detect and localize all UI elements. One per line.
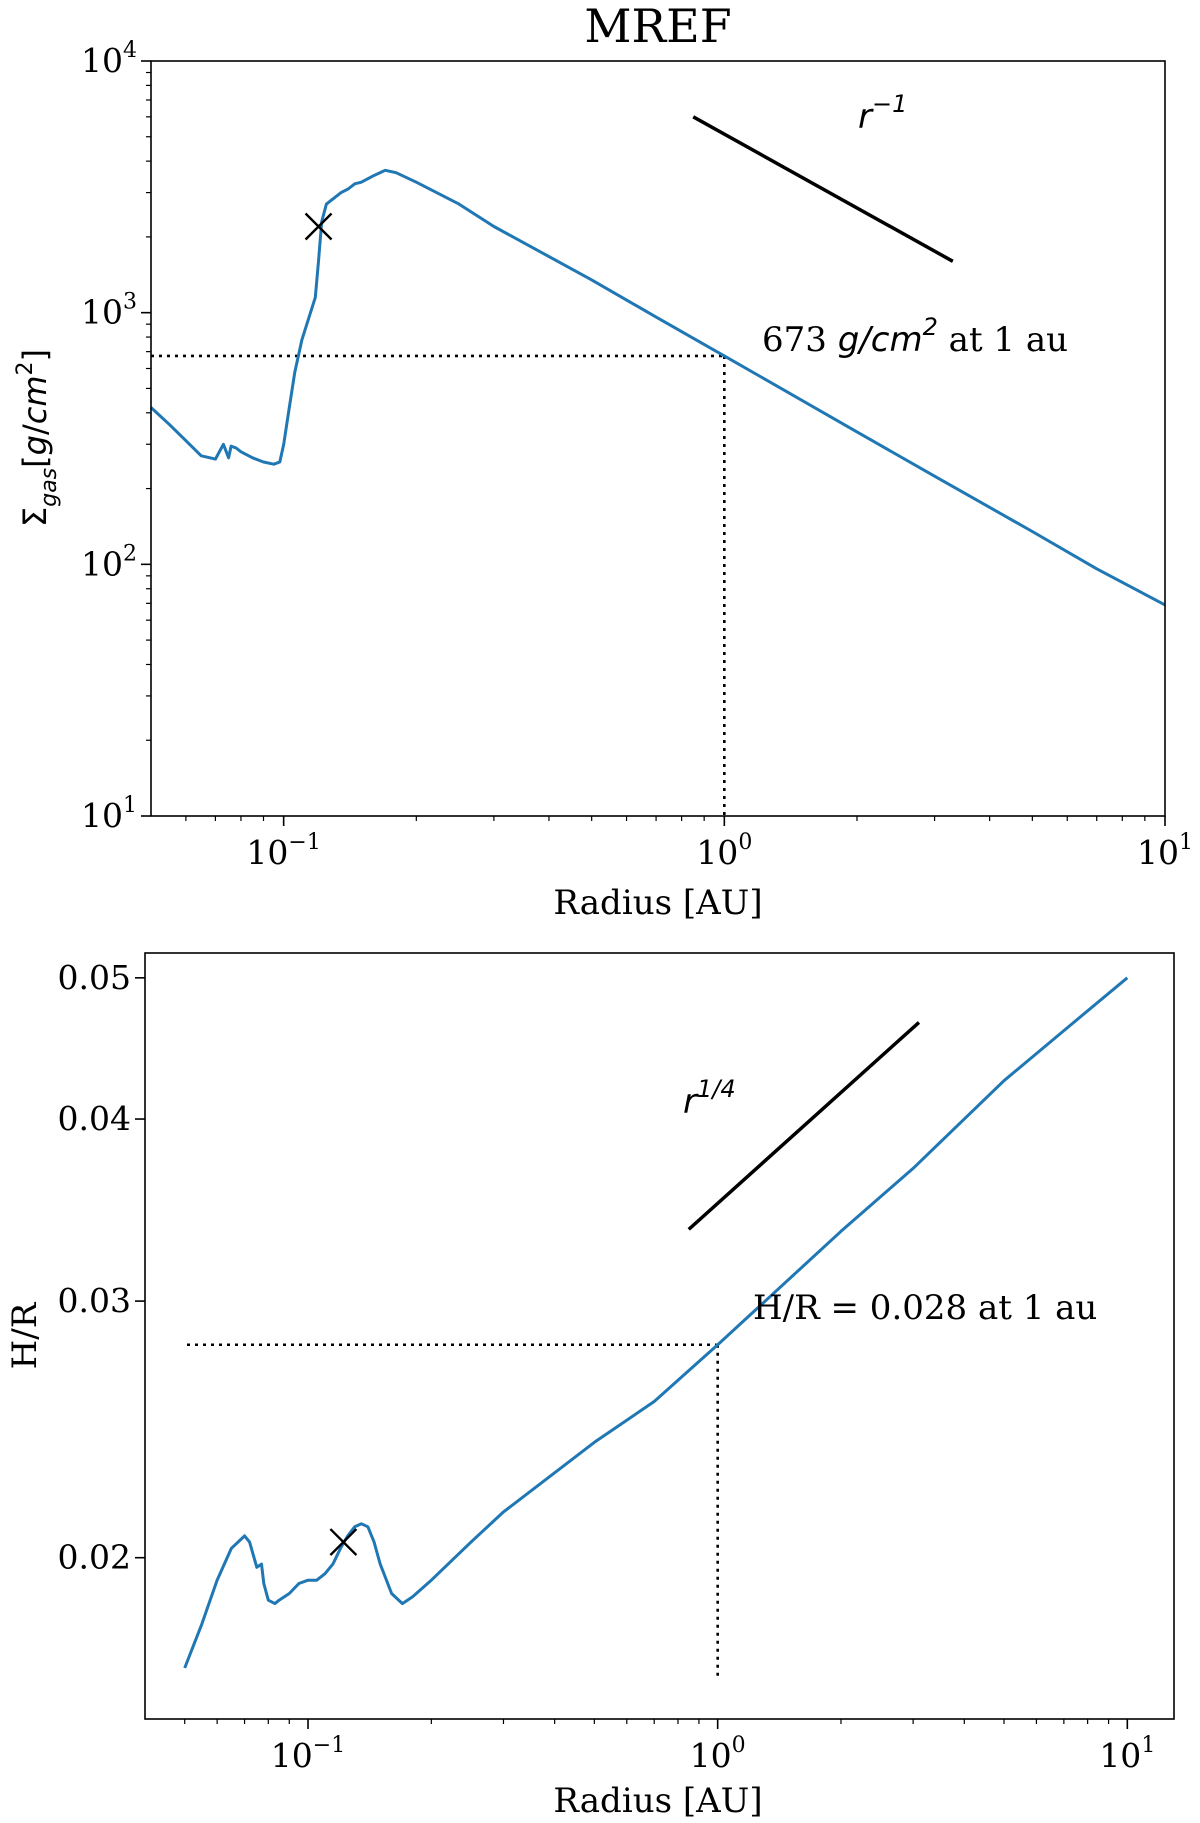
top-annotation-unit-exp: 2 <box>923 313 938 341</box>
bottom-ref-label-base: r <box>683 1082 699 1122</box>
top-ref-label: r−1 <box>858 90 907 137</box>
bottom-ref-label-exp: 1/4 <box>697 1075 736 1103</box>
cross-marker <box>329 1528 358 1556</box>
bottom-x-axis-label: Radius [AU] <box>553 1781 762 1821</box>
y-tick-label: 104 <box>81 38 137 80</box>
bottom-y-ticks: 0.02 0.03 0.04 0.05 <box>58 958 145 1577</box>
bottom-panel: 0.02 0.03 0.04 0.05 10−1 100 101 r1/4 H/R = 0… <box>5 952 1175 1821</box>
top-reference-line <box>692 115 954 263</box>
bottom-annotation: H/R = 0.028 at 1 au <box>753 1288 1097 1328</box>
top-annotation-suffix: at 1 au <box>949 320 1068 360</box>
top-ref-label-exp: −1 <box>872 90 907 118</box>
top-axes-frame <box>150 60 1166 817</box>
bottom-reference-line <box>687 1021 921 1231</box>
top-markers <box>304 212 333 241</box>
x-tick-label: 101 <box>1099 1733 1155 1775</box>
bottom-axes-frame <box>144 952 1175 1720</box>
top-chart-title: MREF <box>584 0 731 53</box>
bottom-markers <box>329 1528 358 1556</box>
top-annotation-unit: g/cm <box>838 320 923 360</box>
top-plot-content <box>149 115 1166 816</box>
y-tick-label: 103 <box>81 290 137 332</box>
bottom-x-ticks: 10−1 100 101 <box>184 1719 1155 1775</box>
top-ref-label-base: r <box>858 97 874 137</box>
top-x-ticks: 10−1 100 101 <box>185 816 1193 872</box>
bottom-plot-content <box>183 976 1129 1679</box>
top-panel: MREF 101 102 103 104 10−1 100 101 r−1 673 g/c… <box>13 0 1193 923</box>
top-y-axis-label: Σgas[g/cm2] <box>13 349 62 527</box>
y-tick-label: 0.04 <box>58 1099 131 1138</box>
top-series-line <box>149 168 1166 607</box>
y-tick-label: 0.02 <box>58 1538 131 1577</box>
bottom-ref-label: r1/4 <box>683 1075 736 1122</box>
y-tick-label: 0.05 <box>58 958 131 997</box>
bottom-series-line <box>183 976 1129 1669</box>
x-tick-label: 10−1 <box>246 830 320 872</box>
x-tick-label: 101 <box>1137 830 1193 872</box>
x-tick-label: 10−1 <box>271 1733 345 1775</box>
x-tick-label: 100 <box>690 1733 746 1775</box>
top-annotation: 673 g/cm2 at 1 au <box>762 313 1068 360</box>
cross-marker <box>304 212 333 241</box>
top-y-ticks: 101 102 103 104 <box>81 38 151 835</box>
y-tick-label: 0.03 <box>58 1281 131 1320</box>
y-tick-label: 102 <box>81 541 137 583</box>
top-x-axis-label: Radius [AU] <box>553 883 762 923</box>
x-tick-label: 100 <box>696 830 752 872</box>
top-annotation-value: 673 <box>762 320 827 360</box>
bottom-y-axis-label: H/R <box>5 1301 45 1369</box>
y-tick-label: 101 <box>81 793 137 835</box>
